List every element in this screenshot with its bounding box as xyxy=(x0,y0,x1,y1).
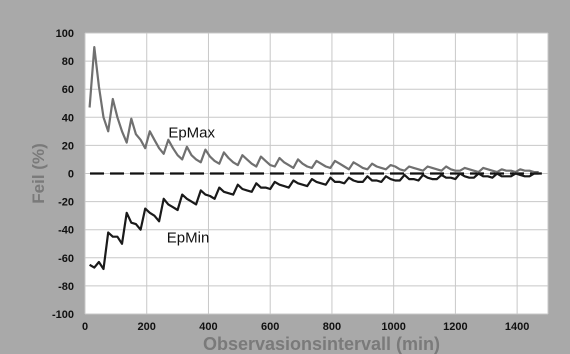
series-annotation: EpMin xyxy=(167,230,210,247)
series-annotations: EpMax EpMin xyxy=(167,124,216,246)
x-tick-label: 1400 xyxy=(505,321,529,333)
series-line-epmax xyxy=(88,45,539,174)
series-line-epmin xyxy=(89,172,539,271)
y-tick-label: -80 xyxy=(58,281,74,293)
x-tick-label: 200 xyxy=(138,321,156,333)
y-tick-label: 40 xyxy=(62,112,74,124)
y-tick-label: -20 xyxy=(58,197,74,209)
x-tick-label: 400 xyxy=(199,321,217,333)
series-group xyxy=(88,45,539,271)
y-tick-label: -100 xyxy=(52,309,74,321)
y-tick-label: -60 xyxy=(58,253,74,265)
x-tick-label: 1200 xyxy=(443,321,467,333)
y-tick-labels: -100 -80 -60 -40 -20 0 20 40 60 80 100 xyxy=(52,28,74,321)
y-tick-label: 20 xyxy=(62,140,74,152)
y-axis-title: Feil (%) xyxy=(29,143,48,203)
x-axis-title: Observasionsintervall (min) xyxy=(203,334,440,354)
x-tick-label: 1000 xyxy=(381,321,405,333)
series-annotation: EpMax xyxy=(168,124,215,141)
x-tick-labels: 0 200 400 600 800 1000 1200 1400 xyxy=(82,321,529,333)
y-tick-label: -40 xyxy=(58,225,74,237)
y-tick-label: 0 xyxy=(68,169,74,181)
y-tick-label: 80 xyxy=(62,56,74,68)
x-tick-label: 800 xyxy=(323,321,341,333)
x-tick-label: 600 xyxy=(261,321,279,333)
y-tick-label: 100 xyxy=(56,28,74,40)
x-tick-label: 0 xyxy=(82,321,88,333)
y-tick-label: 60 xyxy=(62,84,74,96)
